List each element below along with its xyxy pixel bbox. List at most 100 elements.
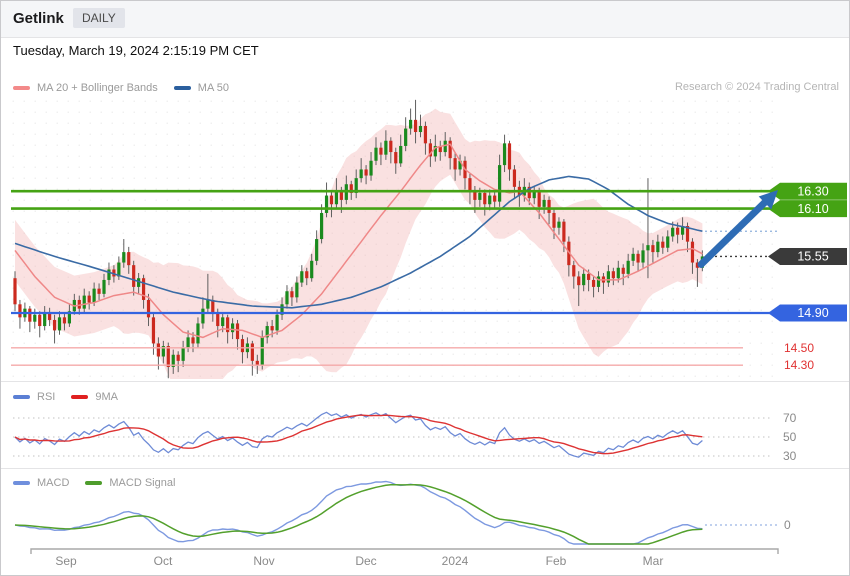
candle-body (646, 245, 649, 250)
candle-body (449, 141, 452, 158)
chart-datetime: Tuesday, March 19, 2024 2:15:19 PM CET (13, 43, 259, 58)
candle-body (488, 196, 491, 205)
candle-body (627, 261, 630, 274)
candle-body (394, 152, 397, 163)
candle-body (666, 236, 669, 247)
candle-body (424, 126, 427, 143)
header-bar (1, 1, 849, 38)
candle-body (374, 148, 377, 161)
candle-body (552, 213, 555, 228)
candle-body (33, 315, 36, 322)
candle-body (275, 315, 278, 331)
candle-body (404, 129, 407, 146)
macd-panel-legend: MACDMACD Signal (13, 477, 191, 489)
x-axis-label-Sep: Sep (55, 554, 77, 568)
legend-label: MA 20 + Bollinger Bands (37, 82, 158, 94)
candle-body (360, 169, 363, 178)
candle-body (676, 228, 679, 235)
candle-body (196, 323, 199, 343)
candle-body (340, 191, 343, 200)
legend-label: MACD (37, 477, 69, 489)
candle-body (498, 165, 501, 202)
candle-body (409, 120, 412, 129)
candle-body (43, 313, 46, 326)
rsi-panel-legend: RSI 9MA (13, 391, 134, 403)
legend-label: RSI (37, 391, 55, 403)
candle-body (325, 196, 328, 213)
candle-body (399, 146, 402, 163)
candle-body (577, 276, 580, 285)
macd-line (15, 482, 702, 545)
candle-body (607, 271, 610, 282)
candle-body (231, 323, 234, 332)
candle-body (651, 245, 654, 252)
candle-body (18, 304, 21, 317)
candle-body (483, 193, 486, 204)
timeframe-badge[interactable]: DAILY (73, 8, 125, 28)
rsi-ma9-line (15, 415, 702, 454)
candle-body (102, 280, 105, 294)
candle-body (300, 271, 303, 282)
symbol-title: Getlink (13, 10, 64, 27)
candle-body (389, 141, 392, 152)
level-tag-text-15.55: 15.55 (797, 250, 828, 264)
candle-body (305, 271, 308, 278)
candle-body (261, 337, 264, 365)
x-axis-label-Nov: Nov (253, 554, 274, 568)
x-axis-line (31, 549, 778, 554)
candle-body (93, 289, 96, 303)
candle-body (28, 309, 31, 322)
candle-body (632, 254, 635, 261)
candle-body (191, 337, 194, 343)
candle-body (617, 268, 620, 278)
candle-body (592, 280, 595, 287)
x-axis-label-Mar: Mar (643, 554, 664, 568)
candle-body (612, 271, 615, 278)
candle-body (182, 348, 185, 361)
candle-body (587, 274, 590, 280)
candle-body (216, 313, 219, 326)
x-axis-label-Dec: Dec (355, 554, 376, 568)
candle-body (97, 289, 100, 294)
candle-body (513, 169, 516, 186)
candle-body (414, 120, 417, 132)
level-text-14.50: 14.50 (784, 341, 814, 355)
candle-body (641, 250, 644, 262)
candle-body (271, 326, 274, 330)
candle-body (310, 261, 313, 278)
candle-body (221, 317, 224, 326)
candle-body (503, 143, 506, 165)
chart-card: 16.3016.1015.5514.9014.5014.307050300Sep… (0, 0, 850, 576)
level-text-14.30: 14.30 (784, 358, 814, 372)
candle-body (147, 300, 150, 317)
candle-body (88, 296, 91, 303)
legend-dash (13, 395, 30, 399)
rsi-panel (15, 412, 702, 457)
candle-body (557, 222, 560, 228)
x-axis-label-2024: 2024 (442, 554, 469, 568)
candle-body (582, 274, 585, 285)
candle-body (597, 276, 600, 286)
candle-body (211, 300, 214, 313)
rsi-line (15, 412, 702, 457)
candle-body (83, 296, 86, 309)
rsi-grid-label-30: 30 (783, 449, 797, 463)
candle-body (543, 200, 546, 207)
candle-body (468, 178, 471, 191)
x-axis-label-Oct: Oct (154, 554, 173, 568)
candle-body (315, 239, 318, 261)
candle-body (167, 346, 170, 367)
candle-body (636, 254, 639, 263)
candle-body (132, 265, 135, 287)
macd-panel (15, 482, 702, 545)
legend-label: 9MA (95, 391, 118, 403)
candle-body (63, 317, 66, 323)
rsi-grid-label-50: 50 (783, 430, 797, 444)
level-tag-text-14.90: 14.90 (797, 306, 828, 320)
candle-body (547, 200, 550, 213)
candle-body (152, 317, 155, 343)
candle-body (622, 268, 625, 274)
candle-body (320, 213, 323, 239)
candle-body (384, 141, 387, 155)
candle-body (206, 300, 209, 309)
